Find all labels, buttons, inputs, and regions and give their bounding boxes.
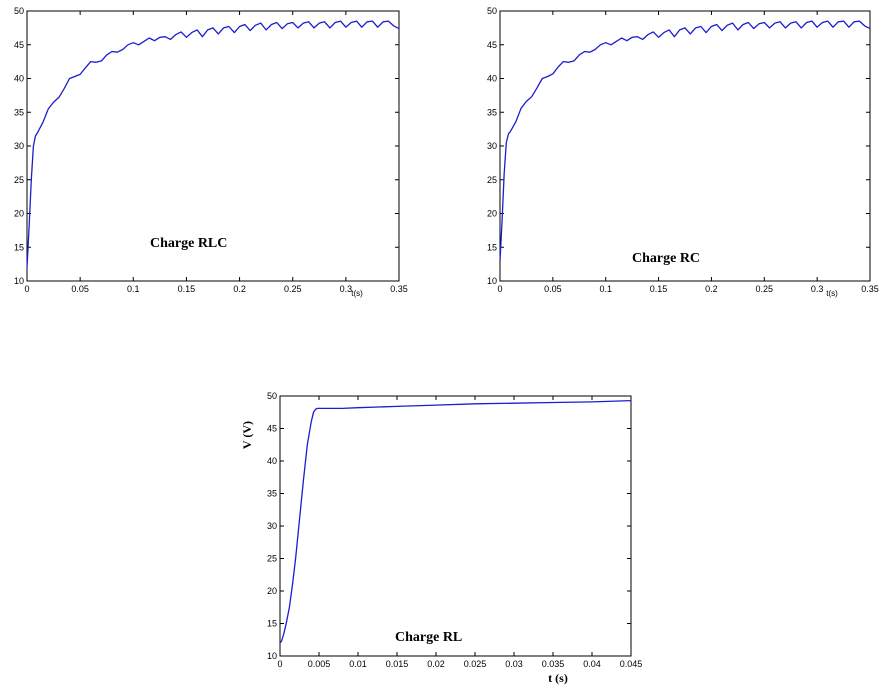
chart-charge-rlc: 0 0.05 0.1 0.15 0.2 0.25 0.3 0.35 10 15 20 25 30 35 40…: [14, 6, 408, 298]
y-tick-label: 20: [14, 209, 24, 219]
x-tick-label: 0.045: [620, 659, 643, 669]
x-tick-label: 0.015: [386, 659, 409, 669]
x-tick-label: 0.03: [505, 659, 523, 669]
plot-frame: [499, 10, 871, 282]
y-tick-label: 25: [487, 175, 497, 185]
x-tick-label: 0.35: [390, 284, 408, 294]
y-tick-label: 35: [487, 107, 497, 117]
y-tick-label: 50: [267, 391, 277, 401]
y-tick-label: 25: [14, 175, 24, 185]
x-tick-label: 0.02: [427, 659, 445, 669]
plot-frame: [279, 395, 632, 657]
x-tick-label: 0.3: [811, 284, 824, 294]
y-tick-label: 20: [267, 586, 277, 596]
x-axis-label: t(s): [826, 289, 838, 298]
x-tick-label: 0.1: [599, 284, 612, 294]
x-tick-label: 0.05: [71, 284, 89, 294]
x-tick-label: 0.005: [308, 659, 331, 669]
chart-charge-rc: 0 0.05 0.1 0.15 0.2 0.25 0.3 0.35 10 15 20 25 30 35 40…: [487, 6, 879, 298]
y-tick-label: 40: [14, 74, 24, 84]
y-tick-label: 45: [267, 424, 277, 434]
x-tick-label: 0.04: [583, 659, 601, 669]
x-tick-label: 0.025: [464, 659, 487, 669]
series-line: [26, 20, 400, 268]
series-line: [279, 399, 632, 644]
y-tick-label: 20: [487, 209, 497, 219]
series-line: [499, 20, 871, 261]
y-tick-label: 45: [487, 40, 497, 50]
y-tick-label: 15: [487, 242, 497, 252]
y-tick-label: 15: [14, 242, 24, 252]
y-tick-label: 30: [267, 521, 277, 531]
plot-frame: [26, 10, 400, 282]
x-axis-label: t (s): [548, 671, 568, 685]
x-tick-label: 0: [277, 659, 282, 669]
x-tick-label: 0.2: [705, 284, 718, 294]
x-tick-label: 0.15: [178, 284, 196, 294]
x-tick-label: 0.01: [349, 659, 367, 669]
x-tick-label: 0.25: [284, 284, 302, 294]
x-axis-label: t(s): [351, 289, 363, 298]
x-tick-label: 0.3: [340, 284, 353, 294]
y-tick-label: 50: [14, 6, 24, 16]
y-tick-label: 40: [267, 456, 277, 466]
x-tick-label: 0.1: [127, 284, 140, 294]
x-tick-label: 0.25: [756, 284, 774, 294]
y-tick-label: 50: [487, 6, 497, 16]
y-axis-label: V (V): [240, 421, 254, 449]
y-tick-label: 10: [487, 276, 497, 286]
x-tick-label: 0.05: [544, 284, 562, 294]
y-tick-label: 15: [267, 619, 277, 629]
y-tick-label: 10: [267, 651, 277, 661]
y-tick-label: 30: [14, 141, 24, 151]
y-tick-label: 35: [14, 107, 24, 117]
y-tick-label: 45: [14, 40, 24, 50]
plot-annotation: Charge RL: [395, 630, 462, 645]
x-tick-label: 0.15: [650, 284, 668, 294]
y-tick-label: 30: [487, 141, 497, 151]
y-tick-label: 10: [14, 276, 24, 286]
x-tick-label: 0.35: [861, 284, 879, 294]
plot-annotation: Charge RLC: [150, 236, 227, 251]
plot-annotation: Charge RC: [632, 251, 700, 266]
y-tick-label: 40: [487, 74, 497, 84]
x-tick-label: 0: [24, 284, 29, 294]
chart-charge-rl: 0 0.005 0.01 0.015 0.02 0.025 0.03 0.035 0.04 0.0…: [240, 391, 642, 685]
y-tick-label: 25: [267, 554, 277, 564]
x-tick-label: 0.2: [233, 284, 246, 294]
x-tick-label: 0.035: [542, 659, 565, 669]
y-tick-label: 35: [267, 489, 277, 499]
x-tick-label: 0: [497, 284, 502, 294]
